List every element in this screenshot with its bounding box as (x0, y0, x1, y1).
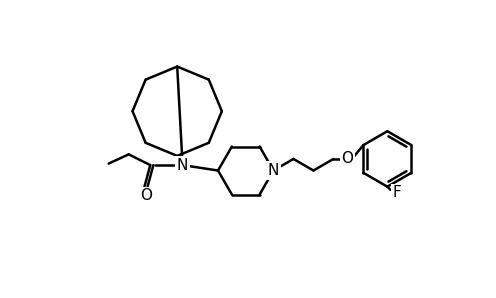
Text: O: O (341, 151, 353, 167)
Text: N: N (177, 158, 188, 173)
Text: N: N (268, 163, 279, 178)
Text: F: F (392, 185, 401, 200)
Text: O: O (140, 188, 152, 204)
